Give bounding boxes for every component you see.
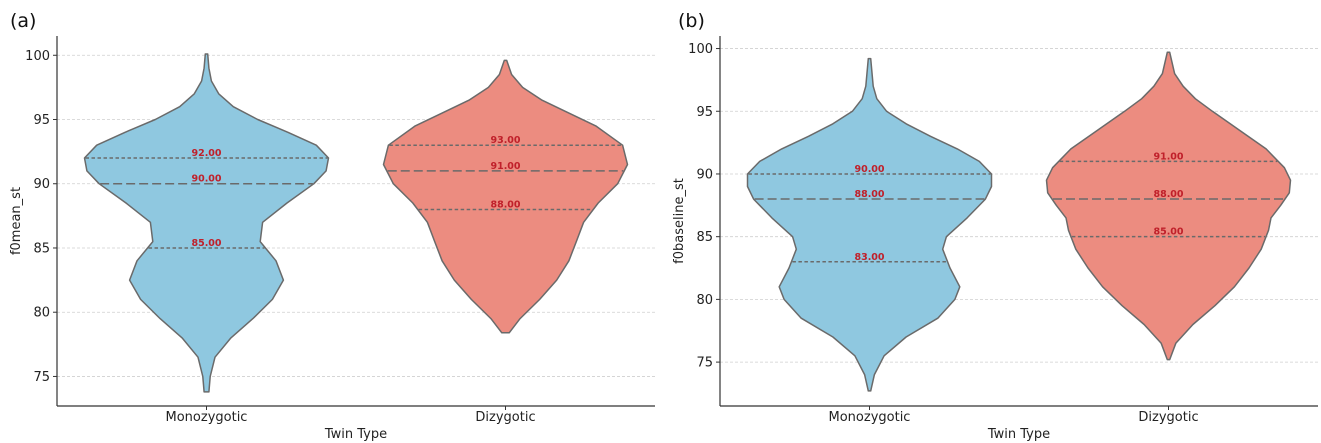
y-tick-label: 90 xyxy=(696,167,713,182)
y-tick-label: 80 xyxy=(33,306,50,321)
quartile-value-label: 91.00 xyxy=(1153,151,1183,162)
quartile-value-label: 88.00 xyxy=(1153,189,1183,200)
x-axis-title: Twin Type xyxy=(324,427,387,442)
x-axis-title: Twin Type xyxy=(987,427,1050,442)
y-tick-label: 80 xyxy=(696,293,713,308)
y-tick-label: 75 xyxy=(33,370,50,385)
y-axis-title: f0baseline_st xyxy=(672,178,687,264)
quartile-value-label: 91.00 xyxy=(490,161,520,172)
x-tick-label: Monozygotic xyxy=(166,410,248,425)
panel-label: (b) xyxy=(678,10,705,32)
violin-monozygotic xyxy=(746,57,993,392)
y-tick-label: 100 xyxy=(688,42,713,57)
violin-monozygotic xyxy=(83,53,330,393)
quartile-value-label: 90.00 xyxy=(854,164,884,175)
violin-dizygotic xyxy=(1045,51,1292,361)
y-tick-label: 85 xyxy=(696,230,713,245)
quartile-value-label: 90.00 xyxy=(191,174,221,185)
quartile-value-label: 92.00 xyxy=(191,148,221,159)
y-tick-label: 95 xyxy=(33,113,50,128)
quartile-value-label: 83.00 xyxy=(854,252,884,263)
x-tick-label: Dizygotic xyxy=(475,410,535,425)
y-tick-label: 85 xyxy=(33,241,50,256)
x-tick-label: Monozygotic xyxy=(829,410,911,425)
quartile-value-label: 93.00 xyxy=(490,135,520,146)
quartile-value-label: 85.00 xyxy=(1153,227,1183,238)
quartile-value-label: 88.00 xyxy=(490,199,520,210)
y-tick-label: 100 xyxy=(25,49,50,64)
panel-b: (b) 75 80 85 90 95 100 83.00 88.00 90.00 85.00 88.0… xyxy=(672,10,1318,442)
y-axis-title: f0mean_st xyxy=(9,187,24,255)
x-tick-label: Dizygotic xyxy=(1138,410,1198,425)
violin-dizygotic xyxy=(382,59,629,334)
y-tick-label: 90 xyxy=(33,177,50,192)
quartile-value-label: 85.00 xyxy=(191,238,221,249)
y-tick-label: 75 xyxy=(696,356,713,371)
quartile-value-label: 88.00 xyxy=(854,189,884,200)
y-tick-label: 95 xyxy=(696,105,713,120)
panel-label: (a) xyxy=(10,10,36,32)
panel-a: (a) 75 80 85 90 95 100 85.00 90.00 92.00 88.00 91.0… xyxy=(9,10,655,442)
